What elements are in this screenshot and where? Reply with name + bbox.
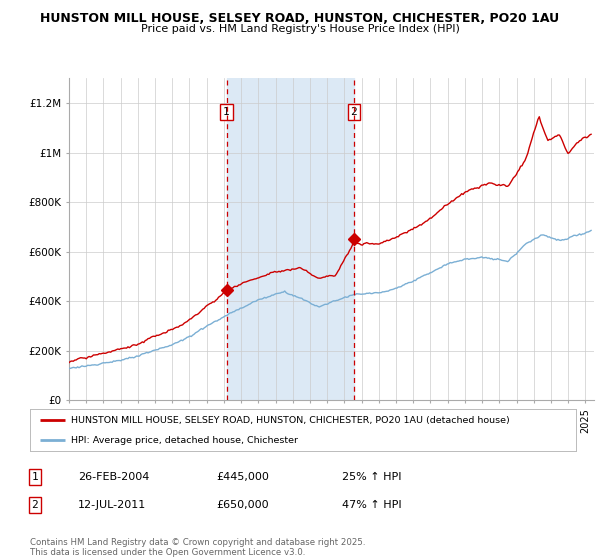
Text: 12-JUL-2011: 12-JUL-2011 <box>78 500 146 510</box>
Text: 26-FEB-2004: 26-FEB-2004 <box>78 472 149 482</box>
Text: £445,000: £445,000 <box>216 472 269 482</box>
Text: HUNSTON MILL HOUSE, SELSEY ROAD, HUNSTON, CHICHESTER, PO20 1AU: HUNSTON MILL HOUSE, SELSEY ROAD, HUNSTON… <box>40 12 560 25</box>
Text: HUNSTON MILL HOUSE, SELSEY ROAD, HUNSTON, CHICHESTER, PO20 1AU (detached house): HUNSTON MILL HOUSE, SELSEY ROAD, HUNSTON… <box>71 416 510 424</box>
Text: £650,000: £650,000 <box>216 500 269 510</box>
Text: HPI: Average price, detached house, Chichester: HPI: Average price, detached house, Chic… <box>71 436 298 445</box>
Text: 47% ↑ HPI: 47% ↑ HPI <box>342 500 401 510</box>
Text: 25% ↑ HPI: 25% ↑ HPI <box>342 472 401 482</box>
Text: 2: 2 <box>350 107 357 117</box>
Bar <box>227 78 354 400</box>
Text: 1: 1 <box>31 472 38 482</box>
Text: 2: 2 <box>31 500 38 510</box>
Text: Price paid vs. HM Land Registry's House Price Index (HPI): Price paid vs. HM Land Registry's House … <box>140 24 460 34</box>
Text: 1: 1 <box>223 107 230 117</box>
Text: Contains HM Land Registry data © Crown copyright and database right 2025.
This d: Contains HM Land Registry data © Crown c… <box>30 538 365 557</box>
